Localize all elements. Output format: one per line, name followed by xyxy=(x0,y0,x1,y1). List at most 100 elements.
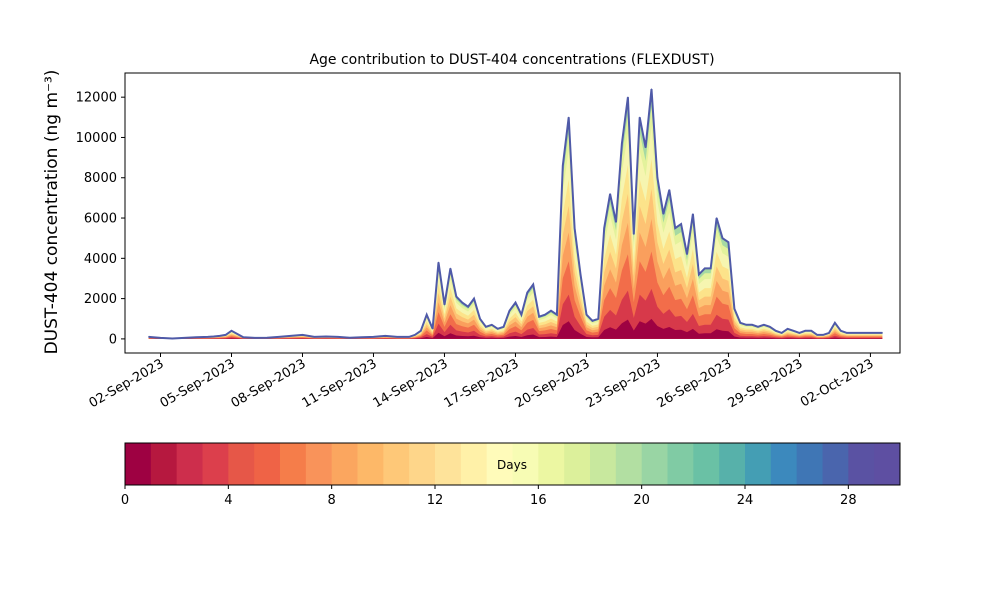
data-point xyxy=(816,334,818,336)
x-tick-label: 02-Sep-2023 xyxy=(87,356,167,411)
colorbar-tick-label: 0 xyxy=(121,493,129,508)
age-band-fill xyxy=(148,288,883,339)
x-axis: 02-Sep-202305-Sep-202308-Sep-202311-Sep-… xyxy=(87,353,876,411)
data-point xyxy=(686,253,688,255)
data-point xyxy=(219,335,221,337)
data-point xyxy=(278,336,280,338)
data-point xyxy=(609,193,611,195)
data-point xyxy=(325,335,327,338)
data-point xyxy=(497,328,499,330)
y-tick-label: 12000 xyxy=(76,91,117,106)
data-point xyxy=(171,337,173,340)
data-point xyxy=(455,296,457,298)
x-tick-label: 23-Sep-2023 xyxy=(584,356,664,411)
data-point xyxy=(591,320,594,322)
colorbar-segment xyxy=(331,443,358,485)
x-tick-label: 20-Sep-2023 xyxy=(513,356,593,411)
colorbar-segment xyxy=(745,443,772,485)
data-point xyxy=(372,336,375,338)
data-point xyxy=(585,314,588,316)
data-point xyxy=(443,304,446,306)
data-point xyxy=(668,189,670,191)
y-axis: 0 2000 4000 6000 8000 10000 12000 xyxy=(76,91,125,347)
data-point xyxy=(727,241,730,243)
data-point xyxy=(645,146,647,149)
data-point xyxy=(716,217,718,219)
age-band-fill xyxy=(148,159,883,339)
colorbar-segment xyxy=(383,443,410,485)
age-band-fill xyxy=(148,318,883,339)
x-tick-label: 02-Oct-2023 xyxy=(798,356,876,410)
colorbar-segment xyxy=(125,443,152,485)
age-fills xyxy=(148,89,883,339)
data-point xyxy=(810,330,812,332)
age-band-fill-old xyxy=(148,89,883,339)
data-point xyxy=(402,336,404,338)
data-point xyxy=(881,332,883,334)
data-point xyxy=(662,213,665,215)
age-band-fill xyxy=(148,189,883,339)
data-point xyxy=(656,177,659,179)
data-point xyxy=(615,221,617,223)
data-point xyxy=(650,88,653,90)
x-tick-label: 11-Sep-2023 xyxy=(300,356,380,411)
data-point xyxy=(432,328,434,330)
data-point xyxy=(384,335,386,337)
data-point xyxy=(449,267,451,269)
data-point xyxy=(337,336,339,338)
data-point xyxy=(846,332,848,334)
colorbar-segment xyxy=(486,443,513,485)
data-point xyxy=(508,310,511,312)
data-point xyxy=(225,334,227,336)
colorbar-segment xyxy=(538,443,565,485)
data-point xyxy=(798,332,801,334)
colorbar-segment xyxy=(202,443,229,485)
data-point xyxy=(183,337,185,339)
colorbar-label: Days xyxy=(497,458,527,472)
x-tick-label: 08-Sep-2023 xyxy=(229,356,309,411)
data-point xyxy=(414,334,416,336)
data-point xyxy=(538,316,540,318)
data-point xyxy=(757,326,759,328)
data-point xyxy=(556,314,558,316)
data-point xyxy=(704,267,706,269)
data-point xyxy=(574,227,576,229)
data-point xyxy=(195,336,197,338)
data-point xyxy=(254,337,256,339)
data-point xyxy=(769,326,771,328)
data-point xyxy=(822,334,824,336)
total-line xyxy=(148,88,883,340)
colorbar-segment xyxy=(435,443,462,485)
x-tick-label: 26-Sep-2023 xyxy=(655,356,735,411)
data-point xyxy=(485,326,487,328)
colorbar-tick-label: 12 xyxy=(427,493,444,508)
plot-frame xyxy=(124,72,901,354)
x-tick-label: 29-Sep-2023 xyxy=(726,356,806,411)
colorbar-tick-label: 24 xyxy=(737,493,754,508)
y-tick-label: 2000 xyxy=(84,292,117,307)
data-point xyxy=(301,334,304,336)
y-tick-label: 10000 xyxy=(76,131,117,146)
data-point xyxy=(568,116,570,118)
colorbar-segment xyxy=(641,443,668,485)
data-point xyxy=(408,336,410,338)
age-band-fill xyxy=(148,251,883,339)
colorbar-tick-label: 4 xyxy=(224,493,232,508)
colorbar-frame xyxy=(124,442,901,486)
y-tick-label: 0 xyxy=(109,332,117,347)
data-point xyxy=(745,324,747,326)
data-point xyxy=(503,326,505,328)
data-point xyxy=(858,332,860,334)
data-point xyxy=(290,335,292,337)
data-point xyxy=(680,223,682,225)
colorbar-segment xyxy=(357,443,384,485)
data-point xyxy=(721,237,724,239)
colorbar-tick-label: 8 xyxy=(328,493,336,508)
data-point xyxy=(491,324,493,326)
data-point xyxy=(804,330,806,332)
data-point xyxy=(479,318,481,320)
data-point xyxy=(467,306,469,308)
colorbar-segment xyxy=(874,443,901,485)
colorbar-segment xyxy=(590,443,617,485)
data-point xyxy=(420,330,422,332)
